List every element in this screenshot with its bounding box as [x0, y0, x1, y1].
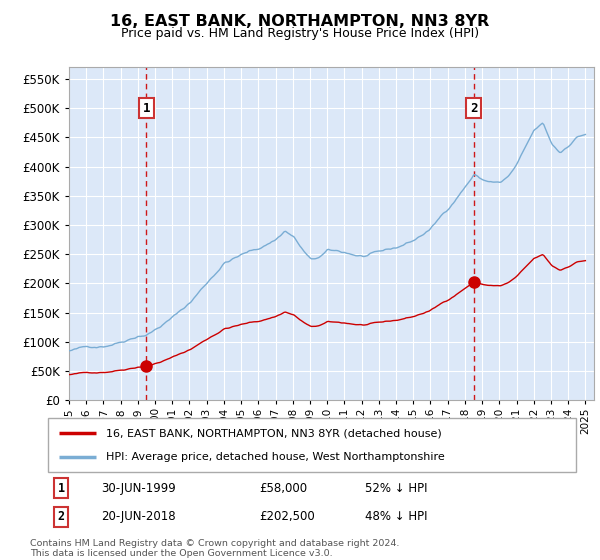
- FancyBboxPatch shape: [48, 418, 576, 472]
- Text: Contains HM Land Registry data © Crown copyright and database right 2024.
This d: Contains HM Land Registry data © Crown c…: [30, 539, 400, 558]
- Text: 48% ↓ HPI: 48% ↓ HPI: [365, 511, 427, 524]
- Text: 30-JUN-1999: 30-JUN-1999: [101, 482, 176, 494]
- Text: 2: 2: [470, 101, 477, 115]
- Text: 52% ↓ HPI: 52% ↓ HPI: [365, 482, 427, 494]
- Text: HPI: Average price, detached house, West Northamptonshire: HPI: Average price, detached house, West…: [106, 451, 445, 461]
- Text: 20-JUN-2018: 20-JUN-2018: [101, 511, 175, 524]
- Text: 16, EAST BANK, NORTHAMPTON, NN3 8YR (detached house): 16, EAST BANK, NORTHAMPTON, NN3 8YR (det…: [106, 428, 442, 438]
- Text: 1: 1: [143, 101, 150, 115]
- Text: 1: 1: [58, 482, 65, 494]
- Text: £58,000: £58,000: [259, 482, 307, 494]
- Text: £202,500: £202,500: [259, 511, 315, 524]
- Text: 2: 2: [58, 511, 65, 524]
- Text: 16, EAST BANK, NORTHAMPTON, NN3 8YR: 16, EAST BANK, NORTHAMPTON, NN3 8YR: [110, 14, 490, 29]
- Text: Price paid vs. HM Land Registry's House Price Index (HPI): Price paid vs. HM Land Registry's House …: [121, 27, 479, 40]
